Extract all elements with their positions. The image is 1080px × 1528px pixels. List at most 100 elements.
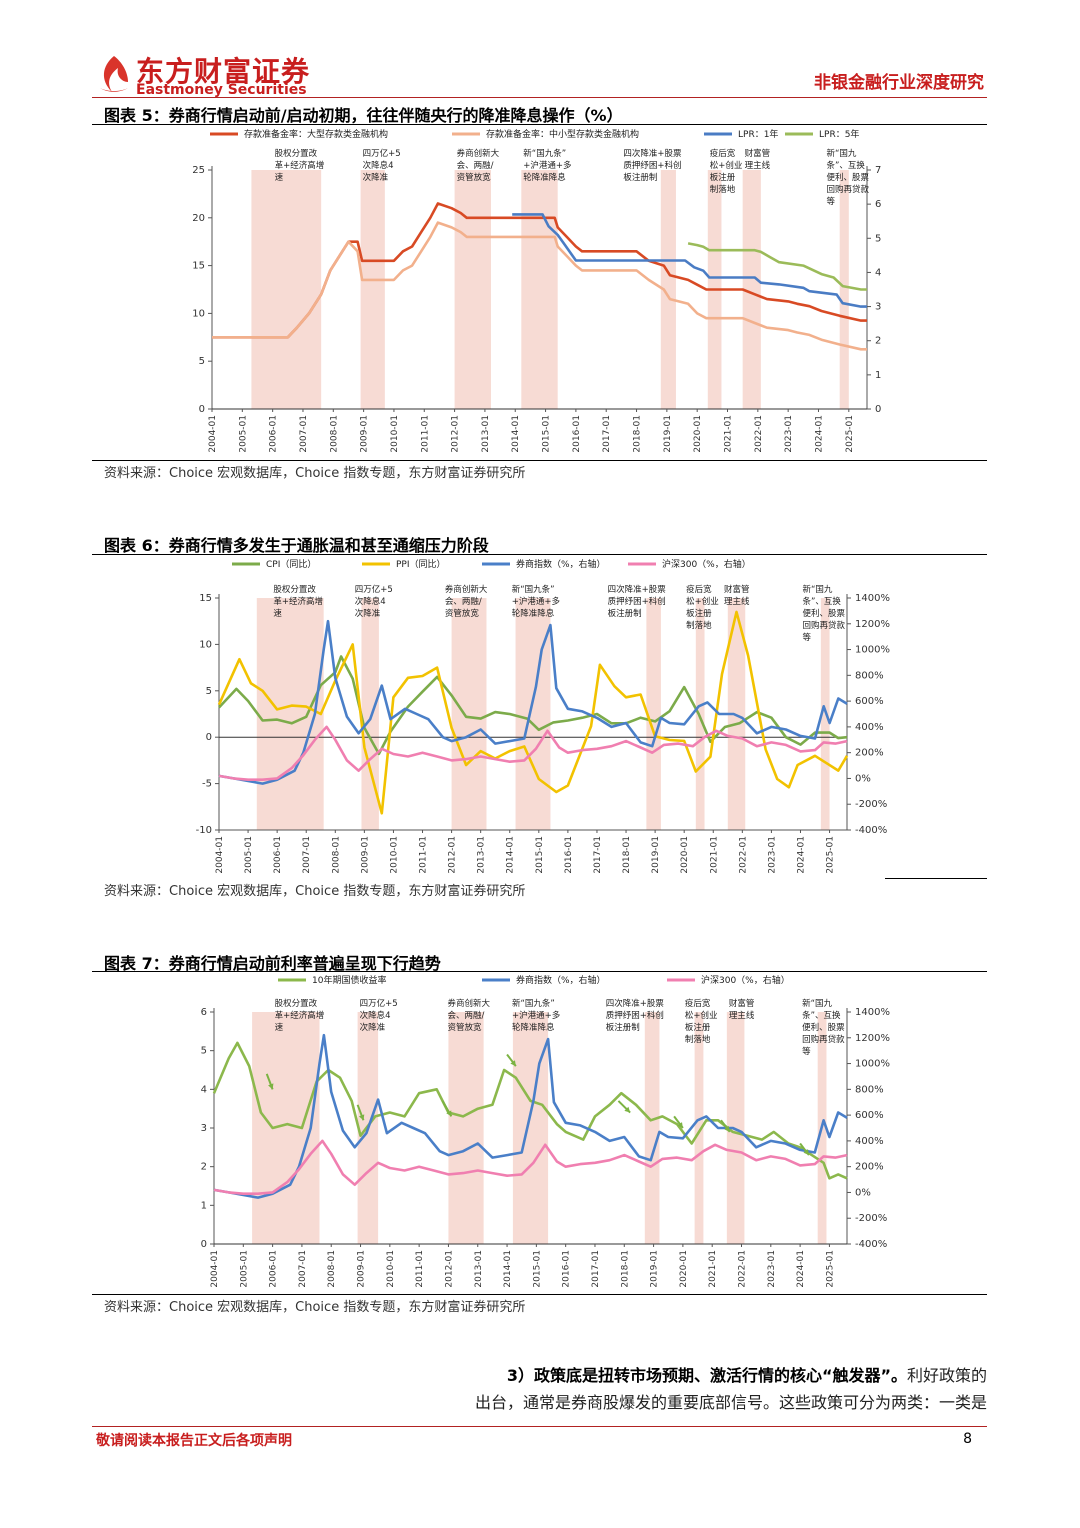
annotation-4-line: 板注册制 [623, 172, 657, 183]
annotation-3-line: 新“国九条” [512, 584, 555, 595]
legend-label-2: LPR：1年 [738, 128, 778, 140]
x-tick-label: 2006-01 [269, 415, 279, 453]
shaded-period-3 [521, 170, 558, 409]
figure-6-chart: -10 -5 0 5 10 15 -400% -200% 0% 200% 400% 600% 800% 1… [196, 558, 890, 874]
annotation-4-line: 质押纾困+科创 [608, 596, 666, 607]
legend-label-2: 沪深300（%，右轴） [701, 974, 790, 986]
annotation-6-line: 理主线 [729, 1010, 755, 1021]
x-tick-label: 2004-01 [210, 1250, 220, 1288]
y-right-tick-label: 1000% [855, 1059, 890, 1070]
annotation-1-line: 次降准 [360, 1022, 386, 1033]
legend-label-1: 存款准备金率：中小型存款类金融机构 [486, 128, 639, 140]
y-right-tick-label: 1 [875, 370, 881, 381]
report-type: 非银金融行业深度研究 [814, 73, 984, 93]
figure-7-source: 资料来源：Choice 宏观数据库，Choice 指数专题，东方财富证券研究所 [104, 1300, 526, 1315]
y-left-tick-label: 5 [199, 356, 205, 367]
x-tick-label: 2024-01 [814, 415, 824, 453]
x-tick-label: 2016-01 [572, 415, 582, 453]
x-tick-label: 2009-01 [360, 836, 370, 874]
x-tick-label: 2012-01 [451, 415, 461, 453]
annotation-6-line: 理主线 [745, 160, 771, 171]
shaded-period-3 [515, 598, 551, 830]
x-tick-label: 2013-01 [481, 415, 491, 453]
y-left-tick-label: 4 [201, 1084, 207, 1095]
logo-chinese-name: 东方财富证券 [136, 55, 311, 88]
y-left-tick-label: 10 [199, 639, 212, 650]
shaded-period-5 [695, 598, 705, 830]
annotation-6-line: 财富管 [745, 148, 771, 159]
figure-5-title: 图表 5：券商行情启动前/启动初期，往往伴随央行的降准降息操作（%） [104, 106, 623, 125]
legend-label-0: CPI（同比） [266, 558, 316, 570]
x-tick-label: 2014-01 [503, 1250, 513, 1288]
y-right-tick-label: 4 [875, 267, 881, 278]
x-tick-label: 2009-01 [360, 415, 370, 453]
x-tick-label: 2010-01 [389, 836, 399, 874]
annotation-4-line: 板注册制 [606, 1022, 640, 1033]
annotation-7-line: 新“国九 [802, 998, 832, 1009]
x-tick-label: 2025-01 [845, 415, 855, 453]
shaded-period-2 [448, 1012, 484, 1244]
annotation-7-line: 等 [827, 196, 836, 207]
y-right-tick-label: 1400% [855, 593, 890, 604]
figure-6-title: 图表 6：券商行情多发生于通胀温和甚至通缩压力阶段 [104, 536, 489, 555]
annotation-7-line: 回购再贷款 [802, 620, 845, 631]
annotation-2-line: 资管放宽 [448, 1022, 483, 1033]
y-right-tick-label: 600% [855, 1110, 884, 1121]
annotation-1-line: 次降准 [363, 172, 389, 183]
annotation-7-line: 便利、股票 [827, 172, 870, 183]
x-tick-label: 2019-01 [663, 415, 673, 453]
annotation-6-line: 理主线 [724, 596, 750, 607]
y-left-tick-label: 3 [201, 1123, 207, 1134]
annotation-2-line: 券商创新大 [448, 998, 491, 1009]
x-tick-label: 2007-01 [298, 1250, 308, 1288]
x-tick-label: 2024-01 [796, 836, 806, 874]
page-number: 8 [963, 1431, 972, 1447]
y-right-tick-label: 1200% [855, 619, 890, 630]
x-tick-label: 2011-01 [420, 415, 430, 453]
figure-6-top-rule [92, 554, 987, 555]
annotation-7-line: 回购再贷款 [827, 184, 870, 195]
series-line-3 [218, 725, 848, 781]
annotation-0-line: 股权分置改 [275, 998, 318, 1009]
annotation-1-line: 次降息4 [360, 1010, 391, 1021]
x-tick-label: 2006-01 [273, 836, 283, 874]
x-tick-label: 2016-01 [564, 836, 574, 874]
figure-6-source: 资料来源：Choice 宏观数据库，Choice 指数专题，东方财富证券研究所 [104, 884, 526, 899]
annotation-2-line: 资管放宽 [457, 172, 492, 183]
y-right-tick-label: -200% [855, 1213, 887, 1224]
x-tick-label: 2014-01 [511, 415, 521, 453]
x-tick-label: 2004-01 [215, 836, 225, 874]
annotation-5-line: 松+创业 [685, 1010, 718, 1021]
shaded-period-1 [361, 598, 379, 830]
x-tick-label: 2017-01 [591, 1250, 601, 1288]
series-line-2 [213, 1139, 848, 1195]
x-tick-label: 2020-01 [693, 415, 703, 453]
body-paragraph-line-2: 出台，通常是券商股爆发的重要底部信号。这些政策可分为两类：一类是 [474, 1393, 987, 1412]
x-tick-label: 2013-01 [474, 1250, 484, 1288]
y-right-tick-label: -400% [855, 825, 887, 836]
x-tick-label: 2005-01 [239, 1250, 249, 1288]
x-tick-label: 2013-01 [477, 836, 487, 874]
annotation-5-line: 疫后宽 [686, 584, 712, 595]
figure-7-bottom-rule [92, 1294, 987, 1295]
annotation-0-line: 速 [275, 1023, 284, 1033]
figure-7-title: 图表 7：券商行情启动前利率普遍呈现下行趋势 [104, 954, 441, 973]
y-right-tick-label: 800% [855, 670, 884, 681]
y-left-tick-label: 0 [199, 404, 205, 415]
x-tick-label: 2018-01 [622, 836, 632, 874]
x-tick-label: 2019-01 [650, 1250, 660, 1288]
x-tick-label: 2008-01 [331, 836, 341, 874]
y-right-tick-label: 7 [875, 165, 881, 176]
annotation-4-line: 质押纾困+科创 [623, 160, 681, 171]
annotation-3-line: +沪港通+多 [523, 160, 572, 171]
shaded-period-7 [839, 170, 849, 409]
annotation-2-line: 券商创新大 [457, 148, 500, 159]
trend-arrowhead-4 [624, 1106, 631, 1113]
figure-5-bottom-rule [92, 460, 987, 461]
annotation-2-line: 会、两融/ [448, 1010, 485, 1021]
brand-logo: 东方财富证券 Eastmoney Securities [92, 50, 312, 100]
annotation-0-line: 股权分置改 [273, 584, 316, 595]
annotation-7-line: 回购再贷款 [802, 1034, 845, 1045]
y-right-tick-label: -400% [855, 1239, 887, 1250]
x-tick-label: 2021-01 [708, 1250, 718, 1288]
